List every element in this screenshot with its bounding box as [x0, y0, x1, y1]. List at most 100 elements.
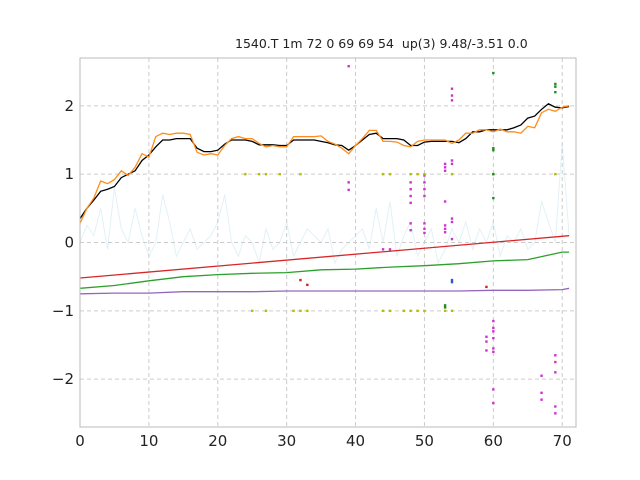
x-tick-label: 0: [75, 432, 85, 450]
x-tick-label: 50: [415, 432, 434, 450]
x-tick-label: 40: [346, 432, 365, 450]
line-series: [79, 287, 570, 295]
scatter-point: [540, 398, 543, 401]
scatter-point: [402, 309, 405, 313]
scatter-point: [409, 172, 412, 176]
scatter-point: [347, 181, 350, 184]
plot-frame: [79, 57, 577, 428]
scatter-point: [540, 391, 543, 395]
scatter-point: [299, 309, 302, 313]
scatter-point: [554, 85, 557, 88]
scatter-point: [492, 388, 495, 391]
scatter-point: [450, 217, 454, 220]
scatter-point: [450, 87, 454, 90]
scatter-point: [443, 169, 447, 172]
scatter-point: [450, 237, 454, 241]
scatter-point: [388, 248, 392, 251]
scatter-point: [492, 336, 495, 340]
scatter-point: [492, 326, 495, 330]
scatter-point: [485, 340, 488, 343]
scatter-point: [347, 188, 350, 192]
scatter-point: [347, 65, 350, 68]
scatter-point: [443, 200, 447, 203]
scatter-point: [416, 309, 419, 313]
scatter-point: [492, 347, 495, 350]
scatter-point: [554, 371, 557, 374]
scatter-point: [492, 196, 495, 200]
scatter-series: [450, 278, 454, 284]
scatter-point: [409, 188, 412, 191]
scatter-point: [299, 172, 302, 176]
scatter-point: [492, 330, 495, 333]
scatter-point: [409, 201, 412, 205]
scatter-point: [540, 374, 543, 377]
scatter-point: [492, 350, 495, 354]
scatter-point: [381, 248, 385, 251]
scatter-point: [554, 405, 557, 408]
scatter-series: [347, 65, 557, 415]
scatter-point: [251, 309, 254, 313]
scatter-point: [492, 401, 495, 405]
scatter-point: [278, 172, 281, 176]
scatter-point: [450, 278, 454, 282]
y-tick-label: 2: [64, 97, 74, 115]
scatter-point: [492, 71, 495, 75]
scatter-point: [257, 172, 261, 176]
y-tick-label: 0: [64, 234, 74, 252]
scatter-point: [409, 309, 412, 313]
scatter-point: [292, 309, 295, 313]
scatter-series: [299, 278, 488, 289]
scatter-point: [450, 220, 454, 224]
scatter-point: [423, 309, 426, 313]
scatter-series: [244, 172, 557, 313]
scatter-point: [264, 172, 268, 176]
scatter-point: [409, 194, 412, 198]
scatter-point: [264, 309, 268, 313]
scatter-point: [409, 229, 412, 232]
scatter-point: [450, 94, 454, 97]
scatter-point: [492, 149, 495, 152]
scatter-point: [443, 227, 447, 231]
scatter-point: [244, 172, 247, 176]
x-tick-label: 60: [484, 432, 503, 450]
ticks: 0 10 20 30 40 50 60 70 −2 −1 0 1 2: [52, 97, 572, 450]
scatter-point: [423, 174, 426, 177]
scatter-point: [306, 309, 309, 313]
line-series: [79, 235, 570, 279]
scatter-point: [492, 147, 495, 150]
y-tick-label: 1: [64, 165, 74, 183]
scatter-point: [306, 283, 309, 287]
scatter-point: [554, 412, 557, 415]
scatter-point: [485, 285, 488, 289]
scatter-point: [423, 172, 426, 176]
series-layer: [79, 65, 570, 415]
scatter-point: [492, 172, 495, 176]
scatter-point: [423, 227, 426, 231]
x-tick-label: 30: [277, 432, 296, 450]
scatter-point: [450, 162, 454, 166]
scatter-point: [450, 280, 454, 284]
faint-line-series: [79, 143, 570, 265]
scatter-point: [450, 172, 454, 176]
scatter-point: [423, 222, 426, 225]
scatter-point: [443, 306, 447, 309]
scatter-point: [409, 181, 412, 184]
scatter-point: [388, 309, 392, 313]
chart-title: 1540.T 1m 72 0 69 69 54 up(3) 9.48/-3.51…: [235, 36, 528, 51]
scatter-point: [554, 360, 557, 364]
scatter-point: [299, 278, 302, 282]
scatter-point: [443, 231, 447, 234]
scatter-point: [416, 172, 419, 176]
x-tick-label: 70: [553, 432, 572, 450]
scatter-point: [450, 309, 454, 313]
scatter-point: [492, 319, 495, 323]
scatter-point: [443, 224, 447, 227]
y-tick-label: −2: [52, 370, 74, 388]
scatter-point: [423, 231, 426, 235]
x-tick-label: 10: [139, 432, 158, 450]
scatter-point: [381, 172, 385, 176]
scatter-point: [485, 335, 488, 338]
scatter-point: [554, 82, 557, 86]
scatter-point: [423, 188, 426, 191]
